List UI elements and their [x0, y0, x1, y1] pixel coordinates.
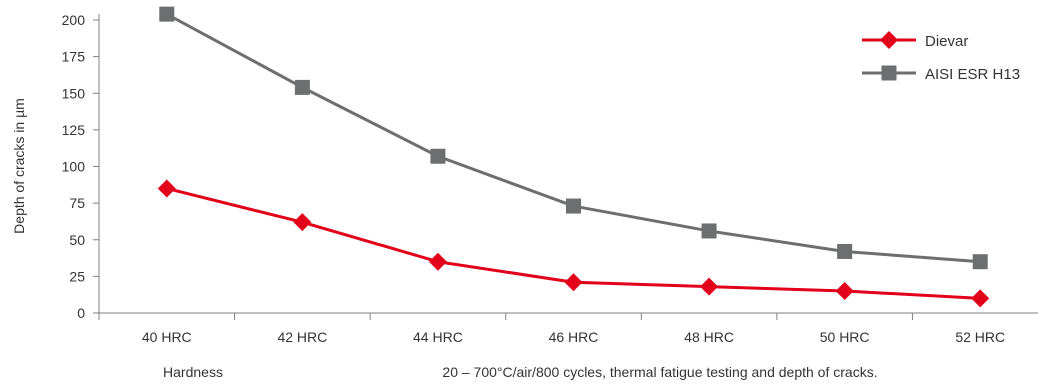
y-tick-label: 125 — [62, 122, 86, 138]
x-tick-label: 40 HRC — [142, 329, 192, 345]
y-tick-label: 25 — [69, 268, 85, 284]
x-axis-label-right: 20 – 700°C/air/800 cycles, thermal fatig… — [442, 364, 877, 380]
series-layer — [157, 6, 990, 308]
data-point-dievar — [564, 273, 583, 292]
data-point-dievar — [428, 252, 447, 271]
y-axis-label: Depth of cracks in µm — [11, 98, 27, 234]
x-tick-label: 48 HRC — [684, 329, 734, 345]
x-axis-label-left: Hardness — [163, 364, 223, 380]
legend-label-aisi-esr-h13: AISI ESR H13 — [925, 66, 1020, 83]
data-point-dievar — [157, 179, 176, 198]
data-point-aisi-esr-h13 — [430, 148, 446, 164]
legend-item-aisi-esr-h13: AISI ESR H13 — [862, 65, 1020, 83]
data-point-aisi-esr-h13 — [566, 198, 581, 214]
data-point-aisi-esr-h13 — [837, 243, 853, 259]
y-tick-label: 0 — [77, 305, 85, 321]
series-aisi-esr-h13 — [159, 6, 988, 270]
data-point-dievar — [971, 289, 990, 308]
legend: Dievar AISI ESR H13 — [862, 31, 1020, 83]
legend-marker-aisi-esr-h13 — [881, 65, 897, 81]
x-tick-label: 42 HRC — [277, 329, 327, 345]
y-tick-label: 100 — [62, 159, 86, 175]
data-point-dievar — [835, 282, 854, 301]
y-tick-label: 200 — [62, 12, 86, 28]
legend-label-dievar: Dievar — [925, 33, 968, 50]
x-axis: 40 HRC 42 HRC 44 HRC 46 HRC 48 HRC 50 HRC 52 H… — [98, 312, 1038, 345]
data-point-aisi-esr-h13 — [701, 223, 717, 239]
y-tick-label: 175 — [62, 49, 86, 65]
data-point-dievar — [293, 213, 312, 232]
x-tick-label: 44 HRC — [413, 329, 463, 345]
data-point-aisi-esr-h13 — [294, 79, 310, 95]
legend-item-dievar: Dievar — [862, 31, 968, 50]
data-point-aisi-esr-h13 — [159, 6, 175, 22]
y-tick-label: 50 — [69, 232, 85, 248]
y-tick-label: 150 — [62, 85, 86, 101]
x-tick-label: 46 HRC — [549, 329, 599, 345]
x-tick-label: 52 HRC — [955, 329, 1005, 345]
legend-marker-dievar — [880, 31, 898, 49]
y-tick-label: 75 — [69, 195, 85, 211]
y-axis: 0 25 50 75 100 125 150 175 200 — [62, 12, 100, 321]
x-tick-label: 50 HRC — [820, 329, 870, 345]
data-point-aisi-esr-h13 — [972, 254, 988, 270]
data-point-dievar — [700, 277, 719, 296]
series-dievar — [157, 179, 990, 308]
series-line-aisi-esr-h13 — [166, 12, 981, 264]
